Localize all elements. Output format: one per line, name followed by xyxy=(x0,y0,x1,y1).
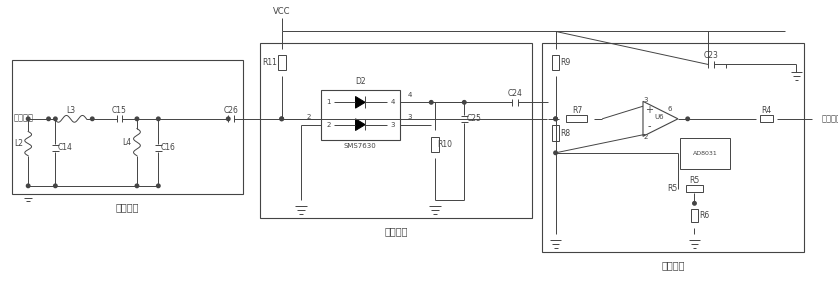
Text: R8: R8 xyxy=(561,129,571,138)
Text: D2: D2 xyxy=(355,77,365,86)
Circle shape xyxy=(91,117,94,121)
Circle shape xyxy=(280,117,283,121)
Text: C23: C23 xyxy=(704,51,718,60)
Bar xyxy=(261,43,532,218)
Text: R4: R4 xyxy=(761,106,772,115)
Circle shape xyxy=(47,117,50,121)
Polygon shape xyxy=(355,119,365,131)
Text: C15: C15 xyxy=(112,106,127,115)
Circle shape xyxy=(135,184,139,188)
Circle shape xyxy=(54,184,57,188)
Bar xyxy=(542,43,804,252)
Circle shape xyxy=(554,117,557,121)
Bar xyxy=(566,116,587,122)
Bar xyxy=(680,138,731,169)
Text: AD8031: AD8031 xyxy=(693,151,717,156)
Bar xyxy=(760,116,773,122)
Circle shape xyxy=(686,117,690,121)
Circle shape xyxy=(135,117,139,121)
Text: L2: L2 xyxy=(14,139,23,148)
Text: 3: 3 xyxy=(407,114,412,120)
Circle shape xyxy=(27,184,30,188)
Text: 隔离电路: 隔离电路 xyxy=(385,226,408,236)
Text: 4: 4 xyxy=(391,99,395,105)
Circle shape xyxy=(226,117,230,121)
Circle shape xyxy=(554,117,557,121)
Text: C14: C14 xyxy=(58,143,73,153)
Text: 滤波电路: 滤波电路 xyxy=(116,202,139,212)
Circle shape xyxy=(463,101,466,104)
Bar xyxy=(12,60,243,194)
Text: 2: 2 xyxy=(644,134,648,140)
Circle shape xyxy=(157,117,160,121)
Circle shape xyxy=(554,151,557,155)
Text: L4: L4 xyxy=(122,138,132,147)
Text: L3: L3 xyxy=(66,106,75,115)
Text: R10: R10 xyxy=(437,140,453,148)
Bar xyxy=(551,125,560,141)
Text: -: - xyxy=(647,121,650,131)
Text: R7: R7 xyxy=(572,106,582,115)
Text: 放大电路: 放大电路 xyxy=(661,260,685,270)
Text: +: + xyxy=(644,105,653,115)
Text: 3: 3 xyxy=(391,122,395,128)
Text: 信号输入: 信号输入 xyxy=(13,113,34,122)
Bar xyxy=(691,209,698,222)
Text: U6: U6 xyxy=(654,114,664,120)
Text: C25: C25 xyxy=(467,114,481,123)
Circle shape xyxy=(693,202,696,205)
Text: 1: 1 xyxy=(326,99,330,105)
Text: R5: R5 xyxy=(690,176,700,186)
Text: C16: C16 xyxy=(161,143,175,153)
Text: R11: R11 xyxy=(262,58,277,67)
Text: R9: R9 xyxy=(560,58,571,67)
Text: VCC: VCC xyxy=(273,7,291,16)
Bar xyxy=(277,55,286,70)
Text: 3: 3 xyxy=(644,97,648,103)
Circle shape xyxy=(430,101,433,104)
Text: 6: 6 xyxy=(668,106,672,112)
Bar xyxy=(320,90,401,140)
Text: 2: 2 xyxy=(307,114,311,120)
Text: C26: C26 xyxy=(224,106,239,115)
Bar xyxy=(551,55,560,70)
Text: 2: 2 xyxy=(326,122,330,128)
Bar xyxy=(432,137,439,152)
Text: R5: R5 xyxy=(667,184,677,193)
Text: 信号输出: 信号输出 xyxy=(822,114,838,123)
Circle shape xyxy=(27,117,30,121)
Polygon shape xyxy=(355,96,365,108)
Bar xyxy=(685,185,703,192)
Text: C24: C24 xyxy=(507,89,522,98)
Circle shape xyxy=(157,184,160,188)
Circle shape xyxy=(280,117,283,121)
Text: 4: 4 xyxy=(408,91,412,98)
Circle shape xyxy=(54,117,57,121)
Text: SMS7630: SMS7630 xyxy=(344,143,377,149)
Text: R6: R6 xyxy=(699,211,709,220)
